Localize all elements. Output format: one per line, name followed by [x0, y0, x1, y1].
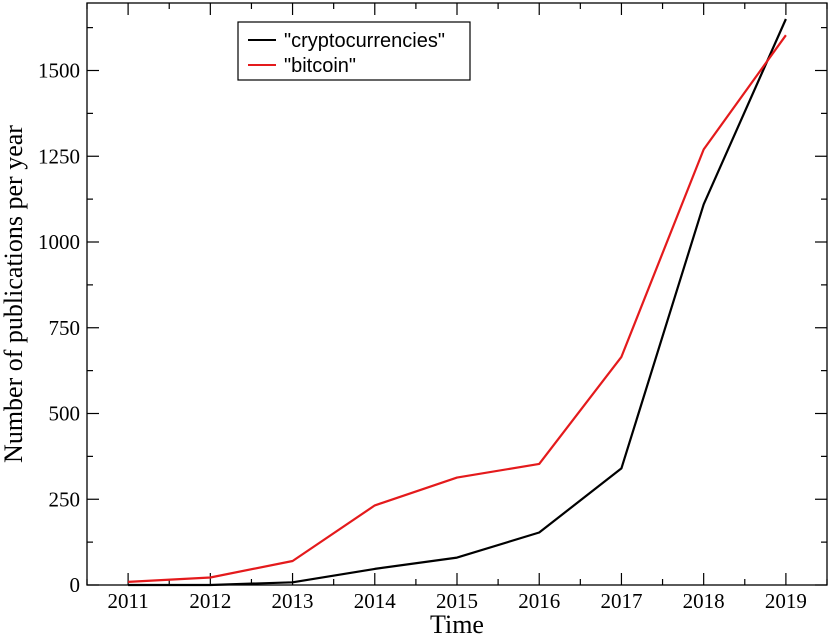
legend: "cryptocurrencies" "bitcoin" — [237, 21, 471, 81]
y-tick-label: 1000 — [38, 230, 80, 254]
legend-label-bitcoin: "bitcoin" — [284, 55, 356, 77]
y-tick-label: 1500 — [38, 59, 80, 83]
y-tick-label: 250 — [49, 487, 81, 511]
x-tick-label: 2014 — [354, 589, 397, 613]
y-tick-label: 0 — [70, 573, 81, 597]
legend-box — [237, 21, 471, 81]
y-tick-label: 1250 — [38, 144, 80, 168]
y-axis-title: Number of publications per year — [0, 125, 28, 463]
y-tick-labels: 0 250 500 750 1000 1250 1500 — [38, 59, 80, 598]
x-tick-label: 2017 — [600, 589, 642, 613]
x-axis-title: Time — [430, 610, 484, 636]
x-tick-label: 2012 — [189, 589, 231, 613]
y-tick-label: 750 — [49, 316, 81, 340]
x-tick-label: 2015 — [436, 589, 478, 613]
series-lines — [128, 18, 787, 587]
series-line-0 — [128, 18, 787, 587]
x-tick-label: 2011 — [107, 589, 148, 613]
axis-ticks — [86, 3, 828, 586]
legend-label-cryptocurrencies: "cryptocurrencies" — [284, 30, 445, 52]
x-tick-labels: 2011 2012 2013 2014 2015 2016 2017 2018 2019 — [107, 589, 806, 613]
x-tick-label: 2016 — [518, 589, 560, 613]
plot-area — [86, 2, 828, 586]
series-line-1 — [128, 34, 787, 583]
x-tick-label: 2013 — [272, 589, 314, 613]
y-tick-label: 500 — [49, 402, 81, 426]
x-tick-label: 2018 — [683, 589, 725, 613]
x-tick-label: 2019 — [765, 589, 807, 613]
